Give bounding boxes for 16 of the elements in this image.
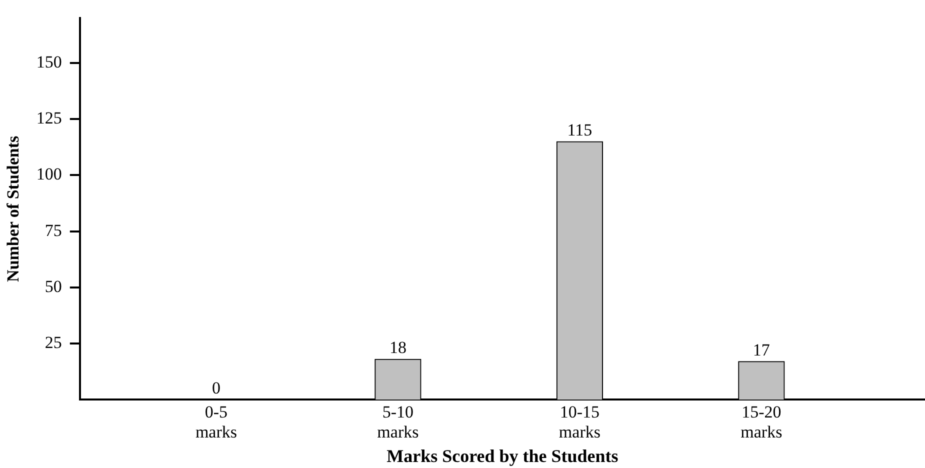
data-label: 0 <box>212 378 220 398</box>
y-tick-label: 125 <box>36 108 62 128</box>
x-axis-title: Marks Scored by the Students <box>386 446 618 466</box>
data-label: 18 <box>389 338 406 358</box>
y-tick-label: 25 <box>44 332 62 352</box>
x-tick-label: 10-15 marks <box>558 402 600 442</box>
x-tick-label: 5-10 marks <box>377 402 419 442</box>
y-tick-label: 75 <box>44 220 62 240</box>
data-label: 17 <box>752 340 770 360</box>
y-tick-label: 50 <box>44 276 62 296</box>
x-tick-label: 0-5 marks <box>195 402 237 442</box>
y-tick-label: 150 <box>36 52 62 72</box>
y-tick-label: 100 <box>36 164 62 184</box>
data-label: 115 <box>567 120 592 140</box>
y-axis-title: Number of Students <box>4 135 23 282</box>
x-tick-label: 15-20 marks <box>740 402 782 442</box>
